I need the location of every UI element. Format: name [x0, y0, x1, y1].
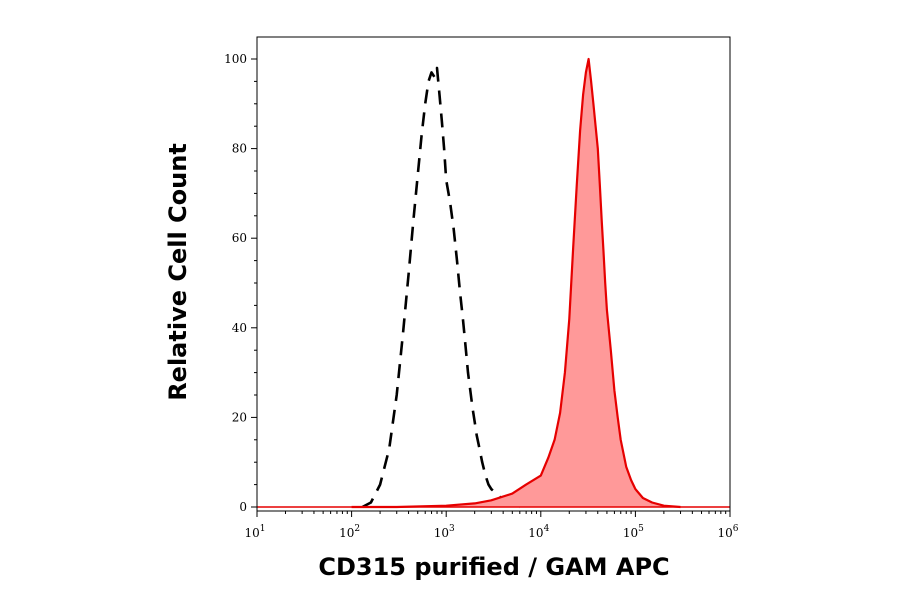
x-tick-label: 104: [528, 524, 549, 540]
y-tick-label: 100: [224, 52, 247, 66]
y-tick-label: 80: [232, 142, 247, 156]
y-tick-label: 0: [239, 500, 247, 514]
plot-area: [257, 57, 730, 509]
x-tick-label: 106: [717, 524, 738, 540]
x-tick-label: 103: [434, 524, 455, 540]
series-fill: [351, 59, 681, 507]
plot-frame: [256, 36, 731, 512]
y-axis: 0 20 40 60 80 100: [224, 52, 257, 514]
y-tick-label: 60: [232, 231, 247, 245]
x-tick-label: 105: [623, 524, 644, 540]
x-axis-title: CD315 purified / GAM APC: [318, 553, 669, 581]
y-tick-label: 20: [232, 410, 247, 424]
y-axis-title: Relative Cell Count: [164, 143, 192, 401]
x-tick-label: 101: [244, 524, 265, 540]
series-line-control: [361, 66, 521, 509]
series-line-stained: [351, 57, 681, 509]
x-tick-label: 102: [339, 524, 360, 540]
x-axis: 101 102 103 104 105 106: [244, 511, 739, 540]
y-tick-label: 40: [232, 321, 247, 335]
